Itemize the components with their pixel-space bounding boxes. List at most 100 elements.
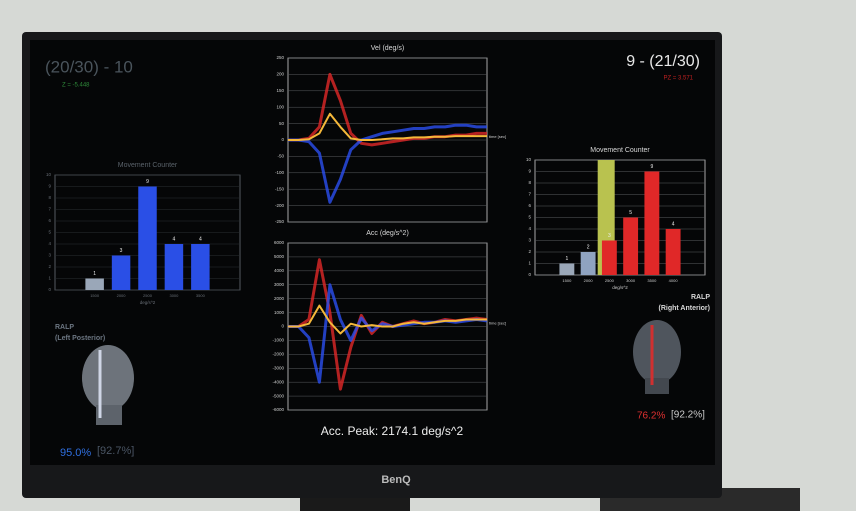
series-line — [288, 112, 487, 141]
value-label: 9 — [650, 164, 653, 170]
y-tick-label: 100 — [276, 104, 284, 109]
y-tick-label: -1000 — [272, 338, 284, 343]
right-z: PZ = 3.571 — [663, 76, 693, 82]
x-tick-label: 4000 — [669, 278, 679, 283]
value-label: 1 — [565, 256, 568, 262]
y-tick-label: 6 — [528, 203, 531, 208]
head-label: RALP — [691, 294, 710, 301]
y-tick-label: 9 — [48, 184, 51, 189]
left-ref: [92.7%] — [97, 445, 134, 457]
value-label: 4 — [199, 236, 202, 242]
y-tick-label: 5000 — [274, 254, 285, 259]
x-tick-label: 2000 — [584, 278, 594, 283]
y-tick-label: 4 — [528, 226, 531, 231]
y-tick-label: 150 — [276, 88, 284, 93]
value-label: 1 — [93, 271, 96, 277]
left-head — [82, 345, 134, 425]
bar — [623, 217, 639, 275]
x-axis-label: deg/s^2 — [612, 285, 628, 290]
x-axis-label: deg/s^2 — [140, 300, 156, 305]
y-tick-label: 3000 — [274, 282, 285, 287]
y-tick-label: 1000 — [274, 310, 285, 315]
bar — [138, 186, 157, 290]
y-tick-label: 6000 — [274, 240, 285, 245]
x-tick-label: 1500 — [562, 278, 572, 283]
y-tick-label: 1 — [48, 276, 51, 281]
y-tick-label: -50 — [277, 154, 284, 159]
y-tick-label: 4 — [48, 241, 51, 246]
y-tick-label: 200 — [276, 72, 284, 77]
head-sub: (Right Anterior) — [659, 305, 710, 312]
head-sub: (Left Posterior) — [55, 335, 105, 342]
x-axis-label: time [sec] — [489, 134, 506, 139]
x-tick-label: 3500 — [647, 278, 657, 283]
y-tick-label: 0 — [48, 287, 51, 292]
y-tick-label: 8 — [528, 180, 531, 185]
y-tick-label: -200 — [275, 203, 285, 208]
y-tick-label: 8 — [48, 195, 51, 200]
right-ref: [92.2%] — [671, 410, 705, 421]
chart-title: Movement Counter — [590, 147, 650, 154]
y-tick-label: 2 — [48, 264, 51, 269]
y-tick-label: 3 — [48, 253, 51, 258]
series-line — [288, 283, 488, 384]
right-pct: 76.2% — [637, 411, 665, 422]
brand: BenQ — [381, 474, 411, 486]
acc-peak: Acc. Peak: 2174.1 deg/s^2 — [321, 424, 464, 438]
bar — [191, 244, 210, 290]
right-score: 9 - (21/30) — [626, 53, 700, 70]
y-tick-label: 1 — [528, 261, 531, 266]
value-label: 4 — [173, 236, 176, 242]
chart-title: Movement Counter — [118, 162, 178, 169]
x-tick-label: 2000 — [117, 293, 127, 298]
chart-title: Acc (deg/s^2) — [366, 230, 409, 237]
y-tick-label: 0 — [281, 324, 284, 329]
y-tick-label: -150 — [275, 186, 285, 191]
x-axis-label: time [sec] — [489, 321, 506, 326]
y-tick-label: 5 — [528, 215, 531, 220]
y-tick-label: 0 — [528, 272, 531, 277]
y-tick-label: -100 — [275, 170, 285, 175]
bar — [601, 240, 617, 275]
value-label: 2 — [587, 244, 590, 250]
y-tick-label: -4000 — [272, 379, 284, 384]
series-line — [288, 123, 487, 204]
x-tick-label: 3000 — [169, 293, 179, 298]
y-tick-label: 7 — [48, 207, 51, 212]
y-tick-label: -5000 — [272, 393, 284, 398]
value-label: 3 — [608, 233, 611, 239]
y-tick-label: 10 — [526, 157, 532, 162]
y-tick-label: 2 — [528, 249, 531, 254]
x-tick-label: 3000 — [626, 278, 636, 283]
left-pct: 95.0% — [60, 447, 91, 459]
bar — [164, 244, 184, 290]
y-tick-label: 0 — [281, 137, 284, 142]
bar — [644, 171, 660, 275]
x-tick-label: 2500 — [605, 278, 615, 283]
y-tick-label: -3000 — [272, 365, 284, 370]
y-tick-label: 2000 — [274, 296, 285, 301]
right-head — [633, 320, 681, 394]
y-tick-label: 4000 — [274, 268, 285, 273]
y-tick-label: 5 — [48, 230, 51, 235]
left-z: Z = -5.448 — [62, 83, 90, 89]
value-label: 4 — [672, 221, 675, 227]
bar — [85, 278, 104, 290]
y-tick-label: 6 — [48, 218, 51, 223]
y-tick-label: 10 — [46, 172, 52, 177]
y-tick-label: 7 — [528, 192, 531, 197]
bar — [665, 229, 681, 275]
bar — [559, 263, 575, 275]
y-tick-label: -6000 — [272, 407, 284, 412]
value-label: 3 — [120, 248, 123, 254]
left-score: (20/30) - 10 — [45, 57, 133, 76]
bar — [111, 255, 131, 290]
y-tick-label: 9 — [528, 169, 531, 174]
x-tick-label: 3500 — [196, 293, 206, 298]
y-tick-label: -2000 — [272, 352, 284, 357]
y-tick-label: 3 — [528, 238, 531, 243]
value-label: 5 — [629, 210, 632, 216]
head-label: RALP — [55, 324, 74, 331]
value-label: 9 — [146, 179, 149, 185]
